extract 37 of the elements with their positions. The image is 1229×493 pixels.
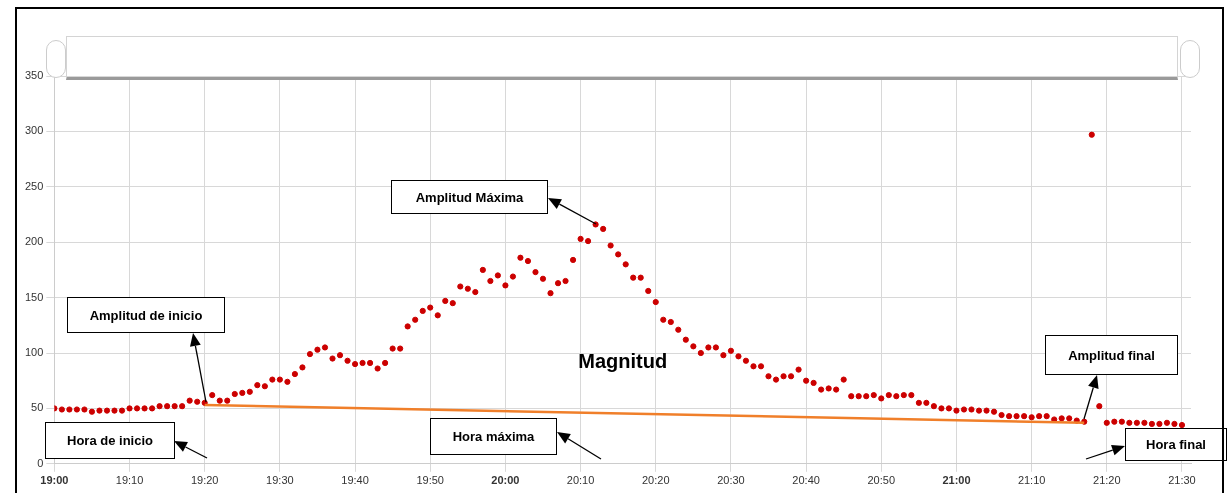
x-tick-label: 20:50 bbox=[867, 474, 896, 487]
y-tick-label: 300 bbox=[24, 124, 44, 137]
x-tick-label: 20:00 bbox=[491, 474, 520, 487]
y-tick-label: 250 bbox=[24, 179, 44, 192]
x-tick-label: 20:20 bbox=[641, 474, 670, 487]
callout-box: Amplitud final bbox=[1045, 335, 1178, 375]
annotation: Hora de inicio bbox=[67, 433, 153, 448]
x-tick-label: 21:20 bbox=[1093, 474, 1121, 487]
annotation: Amplitud de inicio bbox=[89, 307, 203, 323]
y-tick-label: 200 bbox=[24, 235, 44, 248]
x-tick-label: 19:20 bbox=[190, 474, 219, 487]
callout-box: Hora máxima bbox=[430, 418, 557, 455]
x-tick-label: 20:40 bbox=[792, 474, 820, 487]
x-tick-label: 21:10 bbox=[1017, 474, 1046, 487]
callout-box: Hora de inicio bbox=[45, 422, 175, 459]
x-tick-label: 19:50 bbox=[416, 474, 444, 487]
annotation: Amplitud final bbox=[1068, 347, 1155, 363]
callout-box: Amplitud de inicio bbox=[67, 297, 225, 333]
y-tick-label: 350 bbox=[24, 69, 44, 82]
annotation: Hora máxima bbox=[452, 429, 535, 444]
x-tick-label: 21:30 bbox=[1168, 474, 1196, 487]
x-tick-label: 20:30 bbox=[717, 474, 745, 487]
x-tick-label: 21:00 bbox=[942, 474, 971, 487]
annotation: Magnitud bbox=[577, 349, 669, 373]
x-tick-label: 19:00 bbox=[40, 474, 69, 487]
y-tick-label: 0 bbox=[37, 456, 44, 469]
x-tick-label: 19:30 bbox=[266, 474, 294, 487]
x-tick-label: 19:40 bbox=[341, 474, 369, 487]
y-tick-label: 100 bbox=[24, 346, 44, 359]
x-tick-label: 20:10 bbox=[566, 474, 595, 487]
callout-box: Hora final bbox=[1125, 428, 1227, 461]
y-tick-label: 50 bbox=[31, 401, 44, 414]
x-tick-label: 19:10 bbox=[115, 474, 144, 487]
annotation: Amplitud Máxima bbox=[415, 189, 524, 205]
annotation: Hora final bbox=[1146, 437, 1206, 452]
callout-box: Amplitud Máxima bbox=[391, 180, 548, 214]
y-tick-label: 150 bbox=[24, 290, 44, 303]
